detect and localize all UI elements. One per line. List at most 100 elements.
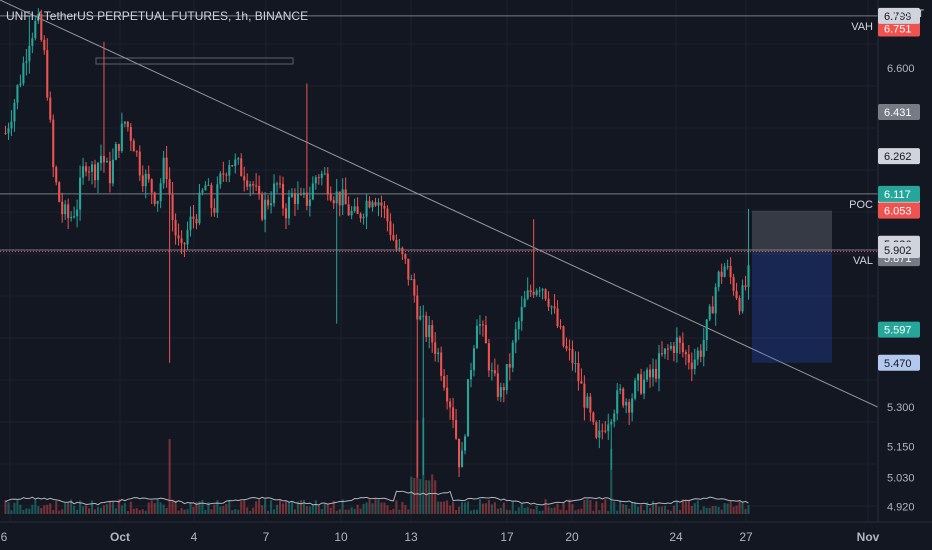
volume-bar bbox=[711, 506, 714, 514]
candle-body bbox=[284, 208, 288, 219]
volume-bar bbox=[571, 504, 574, 514]
candle-body bbox=[22, 62, 25, 84]
candle-body bbox=[275, 183, 279, 185]
candle-body bbox=[613, 413, 616, 422]
volume-bar bbox=[353, 508, 356, 514]
volume-bar bbox=[317, 505, 320, 514]
volume-bar bbox=[299, 500, 302, 514]
volume-bar bbox=[240, 501, 243, 514]
volume-bar bbox=[401, 501, 404, 514]
candle-body bbox=[577, 363, 580, 382]
candle-body bbox=[156, 201, 159, 204]
y-tick-label: 5.150 bbox=[887, 441, 915, 453]
volume-bar bbox=[102, 505, 106, 514]
candle-body bbox=[657, 353, 661, 379]
volume-bar bbox=[28, 508, 31, 514]
volume-bar bbox=[505, 509, 508, 514]
candle-body bbox=[571, 349, 574, 364]
level-label-val: VAL bbox=[853, 255, 873, 267]
candle-body bbox=[413, 279, 416, 296]
level-badge-val: 5.902 bbox=[884, 245, 912, 257]
volume-bar bbox=[526, 507, 529, 514]
candle-body bbox=[99, 155, 103, 164]
volume-bar bbox=[440, 501, 443, 514]
x-tick-label: 4 bbox=[191, 530, 198, 544]
price-badge: 6.751 bbox=[884, 23, 912, 35]
volume-bar bbox=[669, 510, 672, 514]
candle-body bbox=[237, 158, 240, 160]
volume-bar bbox=[607, 510, 610, 514]
volume-bar bbox=[535, 505, 538, 514]
candle-body bbox=[690, 362, 693, 370]
candle-body bbox=[368, 200, 371, 208]
volume-bar bbox=[13, 502, 16, 514]
volume-bar bbox=[508, 510, 511, 514]
volume-bar bbox=[135, 508, 138, 514]
volume-bar bbox=[341, 499, 344, 514]
candle-body bbox=[189, 216, 192, 230]
volume-bar bbox=[153, 502, 156, 514]
volume-bar bbox=[735, 505, 738, 514]
candle-body bbox=[105, 161, 108, 163]
volume-bar bbox=[511, 500, 514, 514]
candle-body bbox=[171, 194, 174, 220]
volume-bar bbox=[99, 507, 103, 514]
volume-bar bbox=[320, 508, 323, 514]
volume-bar bbox=[619, 500, 622, 514]
candle-body bbox=[499, 387, 502, 397]
candle-body bbox=[672, 345, 675, 354]
volume-bar bbox=[520, 503, 523, 514]
candle-body bbox=[204, 185, 207, 191]
candle-body bbox=[198, 192, 201, 224]
volume-bar bbox=[246, 507, 249, 514]
volume-bar bbox=[499, 507, 502, 514]
candle-body bbox=[481, 324, 484, 326]
range-annotation-box bbox=[95, 57, 294, 65]
volume-bar bbox=[90, 500, 94, 514]
level-badge-poc-bg bbox=[878, 185, 920, 202]
volume-bar bbox=[532, 509, 535, 514]
volume-bar bbox=[392, 508, 395, 514]
candle-body bbox=[723, 266, 726, 277]
candle-body bbox=[410, 279, 413, 281]
candle-body bbox=[538, 290, 541, 292]
candle-body bbox=[37, 14, 40, 21]
candle-body bbox=[741, 285, 744, 312]
volume-bar bbox=[273, 509, 276, 514]
candle-body bbox=[628, 401, 631, 413]
candle-body bbox=[192, 216, 195, 219]
volume-bar bbox=[693, 503, 696, 514]
candle-body bbox=[273, 183, 276, 204]
volume-bar bbox=[186, 508, 189, 514]
candle-body bbox=[401, 247, 404, 255]
volume-bar bbox=[243, 499, 246, 514]
candle-body bbox=[452, 407, 455, 420]
candle-body bbox=[207, 184, 210, 186]
volume-bar bbox=[105, 504, 108, 514]
candle-body bbox=[246, 180, 249, 187]
volume-bar bbox=[640, 505, 643, 514]
candle-body bbox=[341, 189, 344, 206]
y-tick-label: 5.300 bbox=[887, 402, 915, 414]
volume-bar bbox=[729, 501, 732, 514]
candle-body bbox=[469, 370, 473, 380]
price-badge-bg bbox=[878, 321, 920, 338]
x-tick-label: 10 bbox=[334, 530, 348, 544]
candle-body bbox=[102, 155, 106, 163]
volume-bar bbox=[278, 500, 282, 514]
volume-bar bbox=[183, 509, 186, 514]
candle-body bbox=[437, 352, 440, 355]
candle-body bbox=[589, 396, 592, 413]
volume-bar bbox=[362, 503, 365, 514]
volume-bar bbox=[407, 509, 410, 514]
volume-bar bbox=[747, 505, 750, 514]
volume-bar bbox=[249, 510, 252, 514]
volume-bar bbox=[314, 500, 317, 514]
volume-bar bbox=[395, 500, 398, 514]
volume-bar bbox=[577, 509, 580, 514]
volume-bar bbox=[344, 509, 347, 514]
candle-body bbox=[320, 173, 323, 178]
volume-bar bbox=[359, 508, 362, 514]
candle-body bbox=[141, 175, 144, 187]
